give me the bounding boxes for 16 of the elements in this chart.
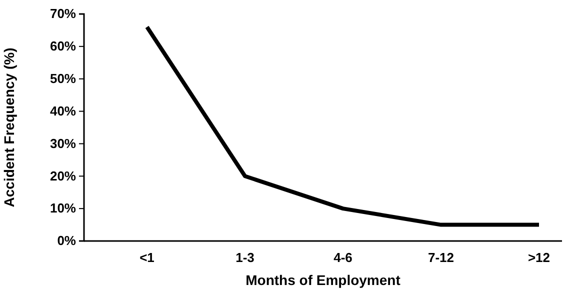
- y-tick-label: 20%: [50, 168, 76, 184]
- x-tick-label: 4-6: [334, 250, 352, 266]
- y-axis-title: Accident Frequency (%): [1, 48, 17, 208]
- x-tick-label: >12: [528, 250, 550, 266]
- x-tick-label: 7-12: [428, 250, 454, 266]
- x-axis-title: Months of Employment: [246, 272, 401, 288]
- y-tick-label: 50%: [50, 71, 76, 86]
- y-tick-label: 30%: [50, 136, 76, 151]
- y-tick-label: 70%: [50, 6, 76, 22]
- x-tick-label: <1: [140, 250, 154, 266]
- y-tick-label: 10%: [50, 200, 76, 216]
- y-tick-label: 40%: [50, 103, 76, 118]
- y-tick-label: 0%: [57, 233, 76, 248]
- x-tick-label: 1-3: [236, 250, 254, 266]
- y-tick-label: 60%: [50, 38, 76, 54]
- line-series: [145, 24, 541, 227]
